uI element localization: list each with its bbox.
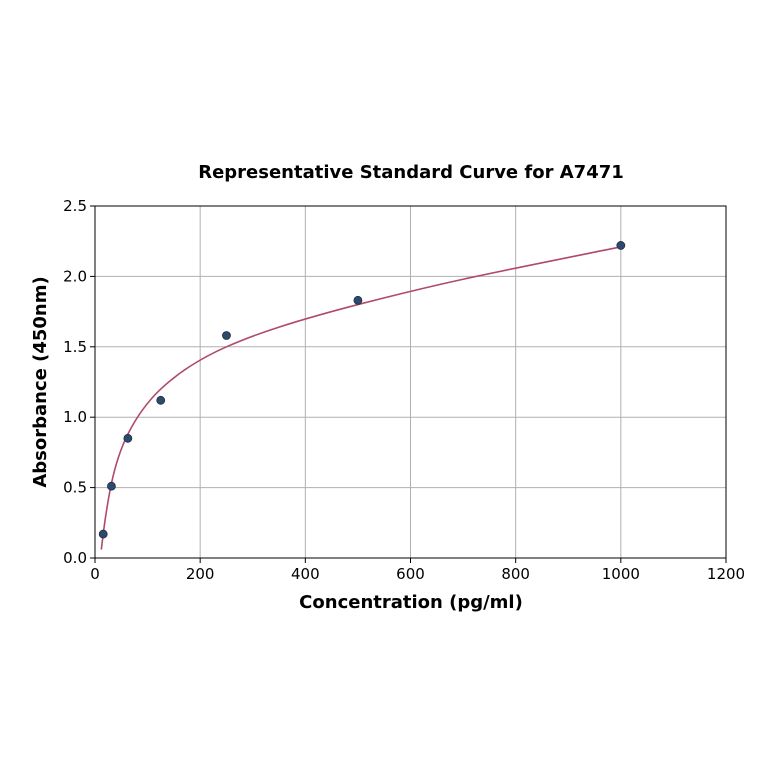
x-tick-label: 600 [396, 565, 425, 583]
y-tick-label: 2.0 [63, 267, 87, 285]
data-point [98, 529, 108, 539]
fit-curve-layer [100, 246, 621, 550]
y-tick-label: 0.5 [63, 479, 87, 497]
y-tick-label: 1.0 [63, 408, 87, 426]
x-axis-label: Concentration (pg/ml) [299, 592, 523, 613]
x-tick-label: 200 [186, 565, 215, 583]
x-axis-ticks: 0 200 400 600 800 1000 1200 [90, 558, 745, 583]
x-tick-label: 800 [501, 565, 530, 583]
data-point [222, 331, 231, 340]
data-point [156, 395, 166, 405]
data-point [353, 295, 363, 305]
data-point [107, 481, 116, 491]
y-tick-label: 1.5 [63, 338, 87, 356]
fit-curve-line [100, 246, 621, 550]
x-tick-label: 1200 [707, 565, 745, 583]
x-tick-label: 0 [90, 565, 100, 583]
x-tick-label: 400 [291, 565, 320, 583]
y-tick-label: 0.0 [63, 549, 87, 567]
y-axis-label: Absorbance (450nm) [30, 276, 51, 487]
data-points-layer [98, 241, 626, 539]
x-tick-label: 1000 [602, 565, 640, 583]
y-axis-ticks: 0.0 0.5 1.0 1.5 2.0 2.5 [63, 197, 95, 567]
data-point [616, 241, 626, 250]
y-tick-label: 2.5 [63, 197, 87, 215]
data-point [123, 433, 133, 443]
chart-title: Representative Standard Curve for A7471 [198, 162, 624, 183]
